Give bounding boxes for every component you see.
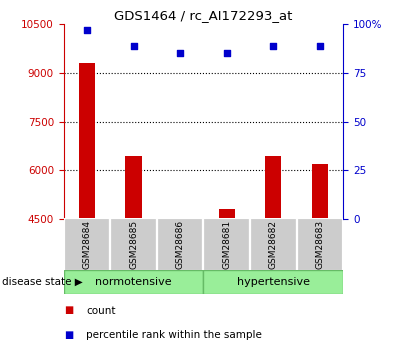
Bar (79, 63, 95, 219)
Point (270, 43, 277, 48)
Point (130, 43, 137, 48)
Bar (203, 218, 250, 271)
Bar (172, 218, 188, 219)
Text: hypertensive: hypertensive (237, 277, 310, 287)
Text: percentile rank within the sample: percentile rank within the sample (86, 330, 262, 339)
Bar (312, 164, 328, 219)
Text: GSM28681: GSM28681 (222, 220, 231, 269)
Text: GSM28683: GSM28683 (315, 220, 324, 269)
Bar (265, 156, 282, 219)
Bar (125, 156, 142, 219)
Point (316, 43, 323, 48)
Title: GDS1464 / rc_AI172293_at: GDS1464 / rc_AI172293_at (114, 9, 293, 22)
Text: disease state ▶: disease state ▶ (2, 277, 83, 287)
Text: GSM28686: GSM28686 (175, 220, 185, 269)
Bar (64, 270, 203, 294)
Text: GSM28682: GSM28682 (269, 220, 278, 269)
Point (224, 51, 230, 56)
Bar (64, 218, 110, 271)
Bar (219, 209, 235, 219)
Text: GSM28685: GSM28685 (129, 220, 138, 269)
Bar (203, 270, 343, 294)
Bar (250, 218, 297, 271)
Bar (110, 218, 157, 271)
Text: normotensive: normotensive (95, 277, 172, 287)
Text: ■: ■ (64, 330, 73, 339)
Text: count: count (86, 306, 116, 315)
Text: ■: ■ (64, 306, 73, 315)
Bar (297, 218, 343, 271)
Bar (157, 218, 203, 271)
Point (177, 51, 183, 56)
Text: GSM28684: GSM28684 (83, 220, 92, 269)
Point (84, 27, 90, 33)
